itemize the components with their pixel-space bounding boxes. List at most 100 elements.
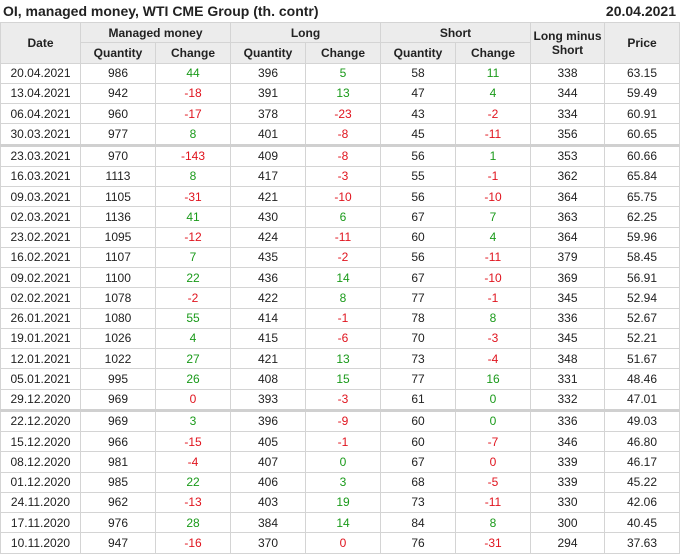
- cell-price: 60.65: [604, 123, 680, 146]
- table-row: 12.01.2021 1022 27 421 13 73 -4 348 51.67: [0, 347, 680, 370]
- table-row: 06.04.2021 960 -17 378 -23 43 -2 334 60.91: [0, 102, 680, 125]
- cell-long-quantity: 393: [230, 388, 306, 411]
- cell-long-minus-short: 339: [530, 451, 606, 473]
- cell-date: 09.03.2021: [0, 185, 81, 208]
- cell-short-quantity: 77: [380, 287, 457, 309]
- cell-long-minus-short: 346: [530, 430, 606, 453]
- cell-mm-quantity: 947: [80, 532, 156, 554]
- table-row: 13.04.2021 942 -18 391 13 47 4 344 59.49: [0, 82, 680, 105]
- cell-short-quantity: 73: [380, 347, 457, 370]
- cell-price: 42.06: [604, 491, 680, 514]
- cell-mm-change: -12: [155, 226, 231, 248]
- cell-price: 60.91: [604, 102, 680, 125]
- table-row: 22.12.2020 969 3 396 -9 60 0 336 49.03: [0, 408, 680, 433]
- cell-short-change: 8: [455, 307, 532, 329]
- cell-short-quantity: 67: [380, 451, 457, 473]
- cell-long-quantity: 407: [230, 451, 306, 473]
- page-title: OI, managed money, WTI CME Group (th. co…: [3, 3, 319, 19]
- cell-long-change: -2: [304, 246, 382, 269]
- cell-long-quantity: 421: [230, 185, 306, 208]
- cell-mm-quantity: 986: [80, 62, 156, 84]
- table-row: 24.11.2020 962 -13 403 19 73 -11 330 42.06: [0, 491, 680, 514]
- cell-mm-change: 8: [155, 123, 231, 146]
- cell-mm-quantity: 1022: [80, 347, 156, 370]
- cell-long-minus-short: 339: [530, 471, 606, 493]
- cell-long-change: -8: [304, 143, 382, 167]
- cell-long-change: -9: [304, 408, 382, 433]
- cell-price: 65.75: [604, 185, 680, 208]
- cell-date: 13.04.2021: [0, 82, 81, 105]
- cell-short-quantity: 60: [380, 408, 457, 433]
- cell-short-quantity: 61: [380, 388, 457, 411]
- cell-mm-change: 26: [155, 368, 231, 390]
- cell-short-change: 0: [455, 451, 532, 473]
- cell-short-quantity: 47: [380, 82, 457, 105]
- cell-date: 05.01.2021: [0, 368, 81, 390]
- cell-long-change: 19: [304, 491, 382, 514]
- col-long-change: Change: [304, 42, 382, 64]
- cell-long-minus-short: 294: [530, 532, 606, 554]
- cell-price: 58.45: [604, 246, 680, 269]
- cell-long-minus-short: 338: [530, 62, 606, 84]
- cell-short-quantity: 43: [380, 102, 457, 125]
- cell-date: 29.12.2020: [0, 388, 81, 411]
- cell-mm-change: 0: [155, 388, 231, 411]
- cell-short-quantity: 67: [380, 206, 457, 228]
- cell-mm-quantity: 1113: [80, 165, 156, 188]
- cell-short-quantity: 84: [380, 511, 457, 534]
- cell-mm-change: -16: [155, 532, 231, 554]
- cell-long-minus-short: 331: [530, 368, 606, 390]
- cell-long-change: 0: [304, 532, 382, 554]
- cell-mm-quantity: 966: [80, 430, 156, 453]
- cell-long-quantity: 396: [230, 62, 306, 84]
- cell-mm-change: -15: [155, 430, 231, 453]
- cell-date: 10.11.2020: [0, 532, 81, 554]
- cell-short-change: -5: [455, 471, 532, 493]
- table-row: 02.03.2021 1136 41 430 6 67 7 363 62.25: [0, 206, 680, 228]
- cell-price: 48.46: [604, 368, 680, 390]
- cell-long-quantity: 415: [230, 327, 306, 350]
- cell-price: 40.45: [604, 511, 680, 534]
- table-row: 15.12.2020 966 -15 405 -1 60 -7 346 46.80: [0, 430, 680, 453]
- cell-mm-quantity: 1080: [80, 307, 156, 329]
- cell-short-change: -31: [455, 532, 532, 554]
- cell-mm-change: -18: [155, 82, 231, 105]
- cell-price: 56.91: [604, 266, 680, 289]
- cell-short-change: 8: [455, 511, 532, 534]
- cell-long-change: 13: [304, 347, 382, 370]
- cell-short-change: 16: [455, 368, 532, 390]
- cell-date: 19.01.2021: [0, 327, 81, 350]
- table-row: 23.03.2021 970 -143 409 -8 56 1 353 60.66: [0, 143, 680, 167]
- cell-long-minus-short: 300: [530, 511, 606, 534]
- cell-long-change: 5: [304, 62, 382, 84]
- table-row: 10.11.2020 947 -16 370 0 76 -31 294 37.63: [0, 532, 680, 554]
- cell-short-change: 0: [455, 408, 532, 433]
- cell-short-change: 4: [455, 226, 532, 248]
- table-row: 29.12.2020 969 0 393 -3 61 0 332 47.01: [0, 388, 680, 411]
- cell-long-change: -6: [304, 327, 382, 350]
- cell-long-quantity: 384: [230, 511, 306, 534]
- cell-price: 63.15: [604, 62, 680, 84]
- cell-mm-change: -13: [155, 491, 231, 514]
- cell-mm-change: 22: [155, 471, 231, 493]
- cell-long-quantity: 391: [230, 82, 306, 105]
- cell-long-change: 14: [304, 266, 382, 289]
- cell-date: 20.04.2021: [0, 62, 81, 84]
- cell-long-minus-short: 379: [530, 246, 606, 269]
- cell-short-change: -11: [455, 246, 532, 269]
- col-mm-quantity: Quantity: [80, 42, 156, 64]
- table-row: 09.03.2021 1105 -31 421 -10 56 -10 364 65.75: [0, 185, 680, 208]
- cell-mm-change: -143: [155, 143, 231, 167]
- cell-short-change: 7: [455, 206, 532, 228]
- cell-mm-quantity: 985: [80, 471, 156, 493]
- header-bar: OI, managed money, WTI CME Group (th. co…: [0, 0, 680, 22]
- cell-short-change: -2: [455, 102, 532, 125]
- cell-date: 09.02.2021: [0, 266, 81, 289]
- cell-long-quantity: 422: [230, 287, 306, 309]
- cell-mm-quantity: 969: [80, 408, 156, 433]
- table-row: 16.02.2021 1107 7 435 -2 56 -11 379 58.45: [0, 246, 680, 269]
- cell-short-change: -11: [455, 123, 532, 146]
- table-row: 01.12.2020 985 22 406 3 68 -5 339 45.22: [0, 471, 680, 493]
- cell-mm-change: 4: [155, 327, 231, 350]
- cell-mm-change: -17: [155, 102, 231, 125]
